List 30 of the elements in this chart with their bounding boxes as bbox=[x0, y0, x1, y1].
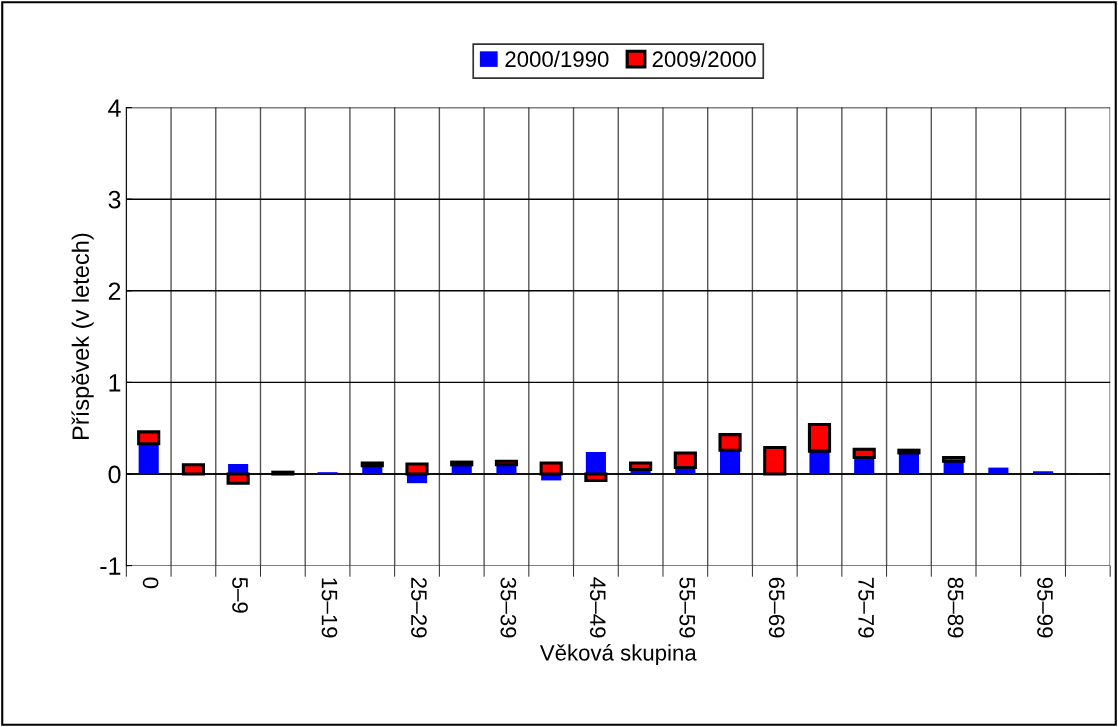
bar bbox=[988, 467, 1009, 474]
x-tick-label: 0 bbox=[142, 577, 159, 589]
bar bbox=[138, 443, 159, 474]
x-axis-title: Věková skupina bbox=[539, 644, 697, 666]
bar bbox=[496, 464, 517, 474]
bar bbox=[1033, 471, 1054, 474]
x-tick-label: 55–59 bbox=[679, 577, 696, 638]
bar bbox=[898, 452, 919, 474]
x-tick-label: 45–49 bbox=[589, 577, 606, 638]
y-tick-label: 2 bbox=[108, 282, 121, 300]
y-tick-label: 3 bbox=[108, 190, 121, 209]
x-tick-label: 85–89 bbox=[947, 577, 964, 638]
x-tick-label: 65–69 bbox=[768, 577, 785, 638]
bar bbox=[585, 452, 606, 474]
x-tick-label: 35–39 bbox=[500, 577, 517, 638]
y-tick-label: 0 bbox=[108, 465, 121, 484]
y-tick-label: 1 bbox=[109, 374, 121, 392]
bar bbox=[719, 450, 741, 474]
bar bbox=[809, 451, 830, 474]
y-axis-title: Příspěvek (v letech) bbox=[71, 233, 94, 439]
legend-label: 2000/1990 bbox=[505, 50, 609, 68]
y-tick-label: 4 bbox=[108, 99, 121, 117]
y-tick-label: -1 bbox=[100, 557, 121, 575]
x-tick-label: 25–29 bbox=[411, 577, 427, 638]
x-tick-label: 95–99 bbox=[1037, 577, 1053, 638]
legend-label: 2009/2000 bbox=[652, 50, 756, 68]
bar bbox=[854, 457, 875, 474]
x-tick-label: 5–9 bbox=[232, 577, 248, 613]
x-tick-label: 75–79 bbox=[858, 577, 874, 638]
x-tick-label: 15–19 bbox=[321, 578, 338, 638]
